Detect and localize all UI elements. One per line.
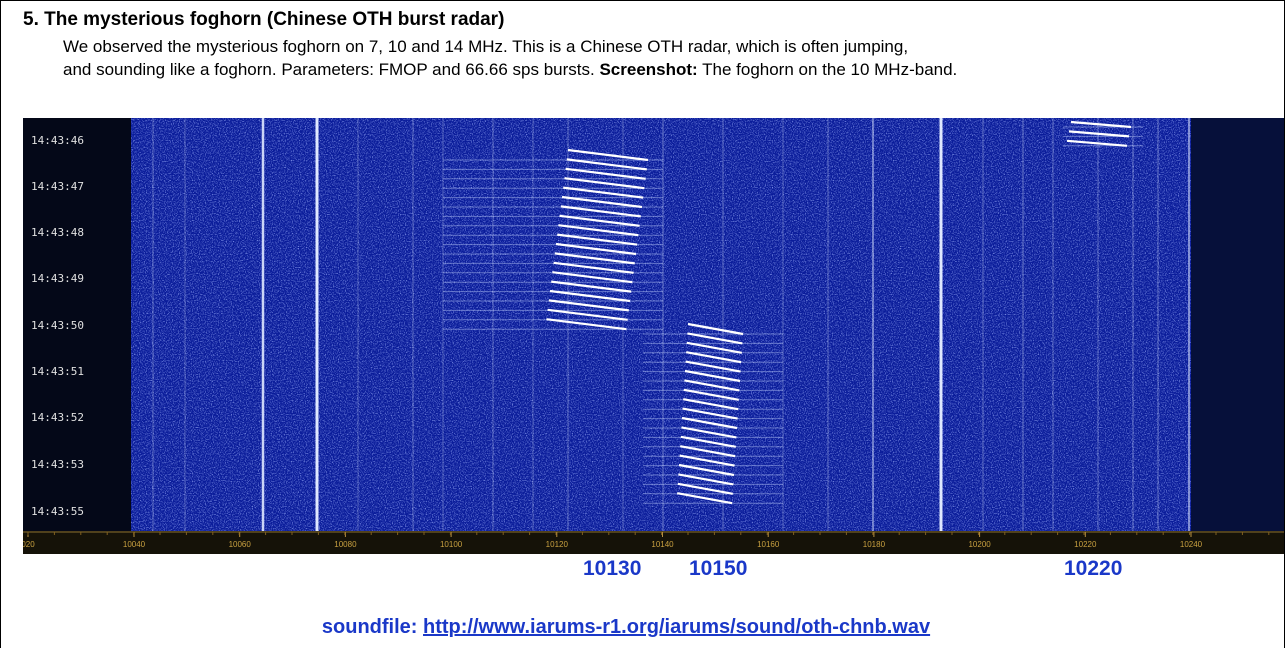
frequency-marker: 10150	[689, 557, 747, 581]
paragraph-line: We observed the mysterious foghorn on 7,…	[63, 37, 908, 57]
frequency-label: 10140	[651, 540, 674, 549]
waterfall-edge	[1191, 118, 1285, 531]
time-label: 14:43:47	[31, 180, 84, 193]
frequency-label: 10080	[334, 540, 357, 549]
time-label: 14:43:48	[31, 226, 84, 239]
soundfile: soundfile: http://www.iarums-r1.org/iaru…	[1, 616, 1251, 639]
time-label: 14:43:55	[31, 505, 84, 518]
frequency-label: 10200	[968, 540, 991, 549]
frequency-label: 10240	[1180, 540, 1203, 549]
noise	[131, 118, 1191, 531]
text: The foghorn on the 10 MHz-band.	[702, 60, 957, 79]
frequency-label: 10100	[440, 540, 463, 549]
time-label: 14:43:50	[31, 319, 84, 332]
frequency-label: 020	[23, 540, 35, 549]
spectrogram: 14:43:46 14:43:47 14:43:48 14:43:49 14:43:50…	[23, 118, 1285, 554]
frequency-label: 10220	[1074, 540, 1097, 549]
frequency-label: 10180	[863, 540, 886, 549]
bold-text: Screenshot:	[599, 60, 697, 79]
soundfile-label: soundfile:	[322, 616, 418, 638]
time-label: 14:43:52	[31, 411, 84, 424]
heading: 5. The mysterious foghorn (Chinese OTH b…	[23, 9, 504, 31]
time-label: 14:43:51	[31, 365, 84, 378]
frequency-label: 10040	[123, 540, 146, 549]
frequency-label: 10060	[229, 540, 252, 549]
text: and sounding like a foghorn. Parameters:…	[63, 60, 595, 79]
paragraph-line: and sounding like a foghorn. Parameters:…	[63, 60, 957, 80]
frequency-label: 10120	[546, 540, 569, 549]
time-label: 14:43:46	[31, 134, 84, 147]
page: 5. The mysterious foghorn (Chinese OTH b…	[0, 0, 1285, 648]
soundfile-link[interactable]: http://www.iarums-r1.org/iarums/sound/ot…	[423, 616, 930, 638]
frequency-marker: 10220	[1064, 557, 1122, 581]
frequency-label: 10160	[757, 540, 780, 549]
frequency-marker: 10130	[583, 557, 641, 581]
time-label: 14:43:53	[31, 458, 84, 471]
time-label: 14:43:49	[31, 272, 84, 285]
